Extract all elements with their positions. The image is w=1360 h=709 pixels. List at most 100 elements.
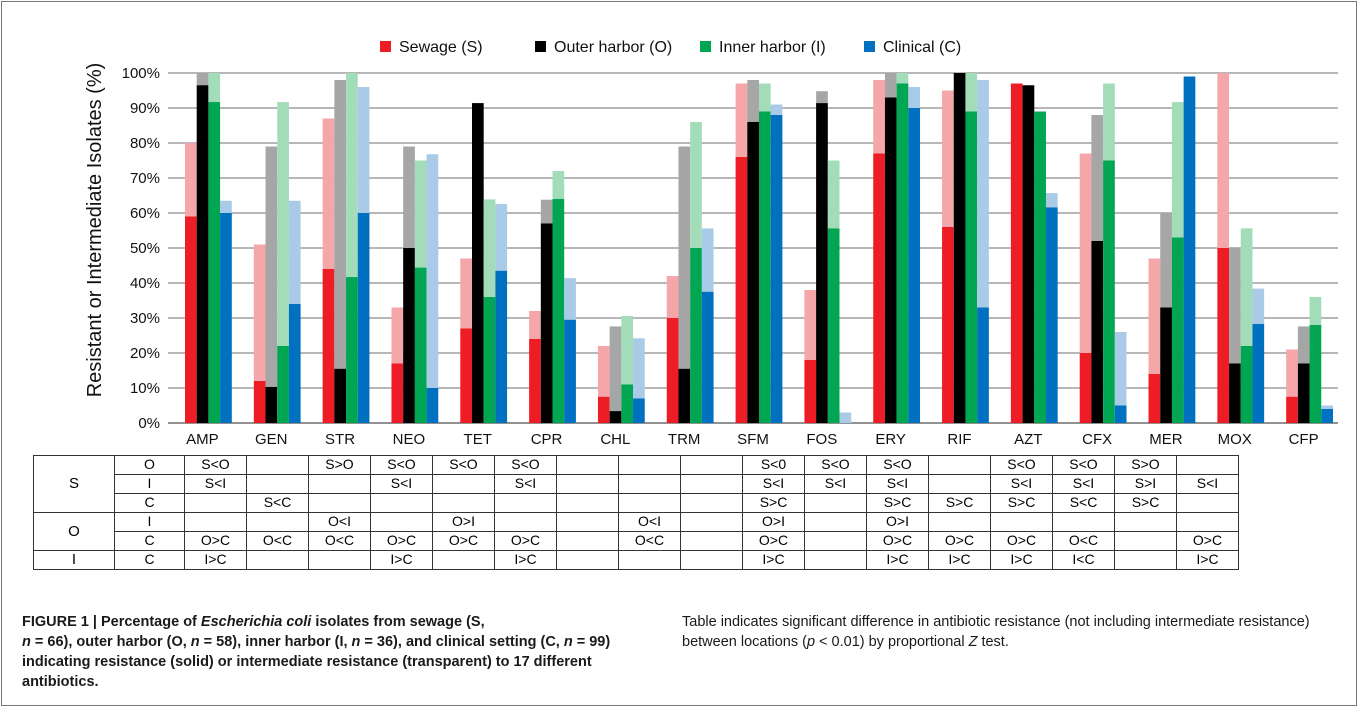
bar-resistant — [185, 216, 197, 423]
bar-resistant — [609, 411, 622, 423]
bar-intermediate — [690, 122, 702, 248]
bar-intermediate — [414, 160, 427, 268]
bar-intermediate — [804, 290, 817, 360]
bar-resistant — [633, 398, 645, 423]
table-cell — [680, 492, 743, 513]
comparison-label: C — [114, 549, 185, 570]
table-cell — [370, 511, 433, 532]
bar-intermediate — [1148, 258, 1161, 374]
table-cell: S<C — [246, 492, 309, 513]
caption-text: = 99) indicating resistance (solid) or i… — [22, 634, 611, 690]
bar-resistant — [1171, 237, 1184, 423]
table-cell: S<I — [990, 473, 1053, 494]
bar-intermediate — [758, 83, 771, 112]
table-cell — [370, 492, 433, 513]
bar-resistant — [873, 153, 885, 423]
comparison-label: C — [114, 492, 185, 513]
bar-resistant — [391, 363, 404, 423]
legend-swatch — [535, 41, 546, 52]
table-cell: S<I — [370, 473, 433, 494]
table-cell — [308, 473, 371, 494]
table-cell: S<0 — [742, 454, 805, 475]
bar-intermediate — [816, 91, 828, 104]
bar-intermediate — [1114, 332, 1127, 406]
x-tick-labels: AMP GEN STR NEO TET CPR CHL TRM SFM FOS ERY RIF AZT C… — [186, 431, 1318, 448]
x-tick-label: SFM — [737, 431, 769, 448]
x-tick-label: MER — [1149, 431, 1183, 448]
table-cell: I>C — [866, 549, 929, 570]
table-cell — [1176, 511, 1239, 532]
bar-intermediate — [322, 118, 335, 269]
legend-label: Sewage (S) — [399, 39, 483, 56]
caption-text: = 58), inner harbor (I, — [199, 634, 352, 650]
table-cell — [432, 549, 495, 570]
bar-resistant — [1103, 160, 1115, 423]
bar-intermediate — [1321, 405, 1333, 409]
caption-text: isolates from sewage (S, — [311, 614, 485, 630]
bar-intermediate — [346, 73, 358, 278]
bar-resistant — [1010, 83, 1023, 423]
bar-resistant — [1045, 207, 1058, 423]
table-cell: I>C — [928, 549, 991, 570]
table-cell — [804, 492, 867, 513]
x-tick-label: NEO — [393, 431, 426, 448]
y-tick-label: 30% — [130, 310, 160, 327]
y-tick-label: 20% — [130, 345, 160, 362]
bar-intermediate — [621, 315, 634, 385]
bar-intermediate — [873, 80, 885, 154]
significance-table: S O S<O S>O S<O S<O S<O S<0 S<O S<O S<O S<O S>O I S<I S… — [33, 454, 1239, 570]
bar-resistant — [495, 270, 508, 423]
bar-intermediate — [884, 73, 897, 98]
comparison-label: I — [114, 511, 185, 532]
table-cell: O>C — [494, 530, 557, 551]
table-cell — [184, 492, 247, 513]
table-cell: S<O — [866, 454, 929, 475]
table-cell — [556, 530, 619, 551]
x-tick-label: FOS — [806, 431, 837, 448]
table-cell: S<I — [742, 473, 805, 494]
table-cell: O>I — [432, 511, 495, 532]
table-cell — [184, 511, 247, 532]
table-cell: S>C — [742, 492, 805, 513]
table-cell: O>C — [928, 530, 991, 551]
bar-intermediate — [666, 276, 679, 318]
table-cell: O>C — [742, 530, 805, 551]
caption-text: test. — [977, 634, 1009, 650]
table-cell — [432, 473, 495, 494]
caption-species: Escherichia coli — [200, 614, 312, 630]
x-tick-label: ERY — [875, 431, 906, 448]
table-cell: I>C — [494, 549, 557, 570]
y-tick-label: 80% — [130, 135, 160, 152]
bar-resistant — [1079, 353, 1092, 423]
table-cell — [928, 511, 991, 532]
bar-resistant — [1321, 409, 1333, 423]
table-cell: S<I — [1176, 473, 1239, 494]
table-cell: I>C — [370, 549, 433, 570]
bar-intermediate — [208, 73, 221, 103]
bar-intermediate — [896, 73, 909, 84]
bar-resistant — [346, 277, 358, 423]
bar-resistant — [334, 368, 347, 423]
bar-resistant — [414, 267, 427, 423]
group-label: O — [33, 511, 115, 551]
caption-text: < 0.01) by proportional — [815, 634, 969, 650]
bar-intermediate — [1103, 83, 1115, 161]
x-tick-label: CHL — [600, 431, 630, 448]
x-tick-label: STR — [325, 431, 355, 448]
table-cell: S>O — [1114, 454, 1177, 475]
x-tick-label: CFX — [1082, 431, 1112, 448]
table-cell — [804, 511, 867, 532]
y-tick-label: 90% — [130, 100, 160, 117]
bar-intermediate — [735, 83, 748, 157]
bar-intermediate — [391, 307, 404, 364]
bar-resistant — [908, 108, 921, 423]
caption-z: Z — [968, 634, 978, 650]
x-tick-label: TET — [464, 431, 492, 448]
bar-resistant — [1183, 76, 1196, 423]
bar-intermediate — [597, 346, 610, 397]
table-cell: O>C — [990, 530, 1053, 551]
bar-intermediate — [701, 228, 714, 292]
table-cell — [1114, 511, 1177, 532]
bar-resistant — [884, 97, 897, 423]
table-cell: S<O — [432, 454, 495, 475]
